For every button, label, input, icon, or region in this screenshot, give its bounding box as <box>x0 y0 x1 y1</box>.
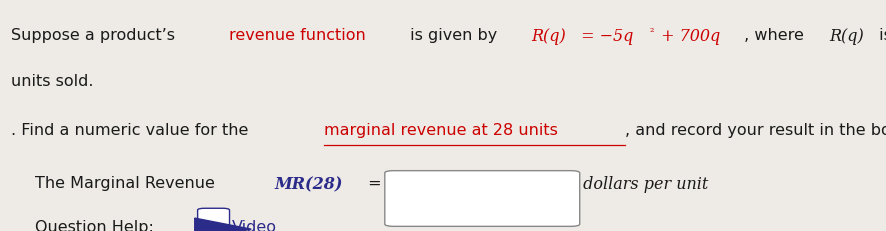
Text: marginal revenue at 28 units: marginal revenue at 28 units <box>323 122 557 137</box>
Text: Video: Video <box>232 219 277 231</box>
Text: MR(28): MR(28) <box>274 176 343 192</box>
Text: R(q): R(q) <box>829 28 864 45</box>
Text: is in dollars and: is in dollars and <box>874 28 886 43</box>
Text: The Marginal Revenue: The Marginal Revenue <box>35 176 221 191</box>
Text: =: = <box>362 176 381 191</box>
Text: is given by: is given by <box>405 28 502 43</box>
FancyBboxPatch shape <box>385 171 579 226</box>
Polygon shape <box>195 218 252 231</box>
Text: R(q): R(q) <box>531 28 565 45</box>
Text: dollars per unit: dollars per unit <box>578 176 708 192</box>
Text: revenue function: revenue function <box>229 28 366 43</box>
Text: Question Help:: Question Help: <box>35 219 165 231</box>
Text: = −5q: = −5q <box>576 28 633 45</box>
Text: . Find a numeric value for the: . Find a numeric value for the <box>11 122 253 137</box>
FancyBboxPatch shape <box>198 208 229 231</box>
Text: , and record your result in the box below.: , and record your result in the box belo… <box>626 122 886 137</box>
Text: Suppose a product’s: Suppose a product’s <box>11 28 180 43</box>
Text: units sold.: units sold. <box>11 74 93 89</box>
Text: , where: , where <box>739 28 809 43</box>
Text: ²: ² <box>649 28 655 38</box>
Text: + 700q: + 700q <box>656 28 720 45</box>
